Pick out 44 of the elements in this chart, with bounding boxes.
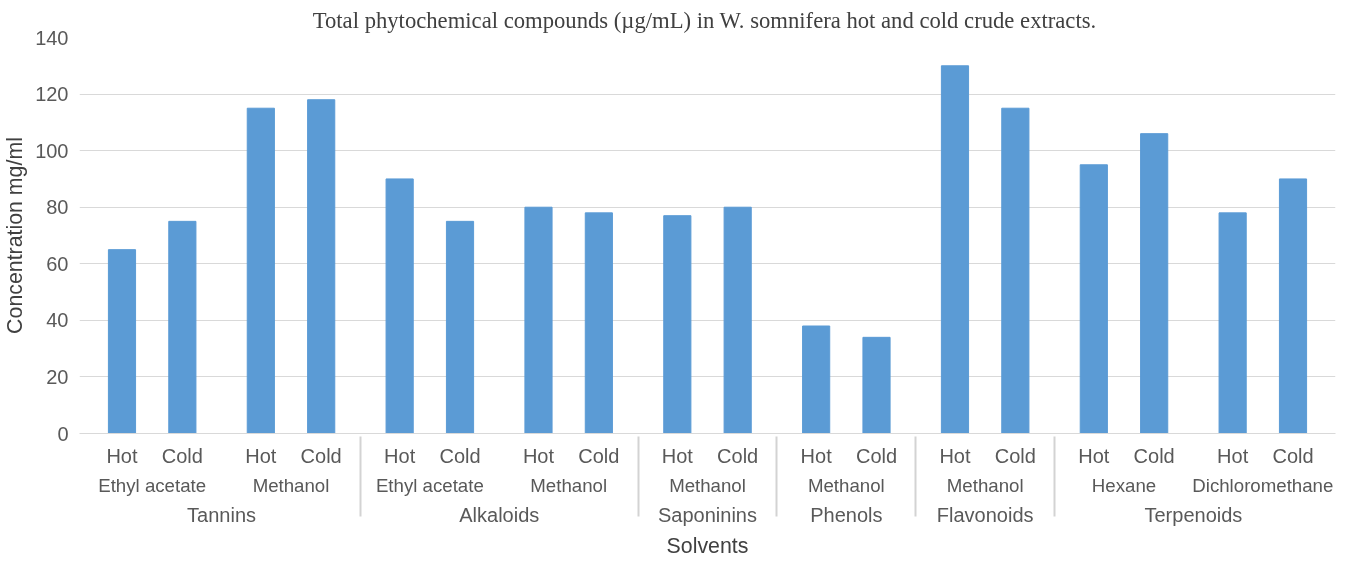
category-label: Cold [300, 444, 342, 467]
category-label: Methanol [807, 474, 885, 496]
category-label: Cold [1133, 444, 1175, 467]
y-tick-label: 0 [57, 422, 69, 445]
y-tick-label: 140 [35, 26, 69, 49]
category-label: Flavonoids [936, 503, 1034, 526]
y-tick-label: 20 [46, 365, 69, 388]
y-tick-label: 100 [35, 139, 69, 162]
category-label: Hot [1217, 444, 1249, 467]
category-label: Hot [245, 444, 277, 467]
category-label: Cold [717, 444, 759, 467]
category-label: Hot [939, 444, 971, 467]
category-label: Hot [106, 444, 138, 467]
category-label: Hot [384, 444, 416, 467]
chart-title: Total phytochemical compounds (µg/mL) in W. somnifera hot and cold crude extracts. [312, 7, 1097, 33]
category-label: Hot [800, 444, 832, 467]
category-label: Hexane [1091, 474, 1157, 496]
category-label: Cold [1272, 444, 1314, 467]
category-label: Cold [855, 444, 898, 467]
category-label: Hot [1078, 444, 1110, 467]
category-label: Methanol [252, 474, 330, 496]
y-axis-title: Concentration mg/ml [3, 137, 28, 334]
category-label: Tannins [187, 503, 257, 526]
category-label: Saponinins [658, 503, 757, 526]
category-label: Ethyl acetate [98, 474, 207, 496]
category-label: Hot [522, 444, 555, 467]
category-label: Cold [439, 444, 481, 467]
category-label: Terpenoids [1144, 503, 1243, 526]
x-axis-title: Solvents [666, 533, 749, 558]
y-tick-label: 80 [46, 196, 69, 219]
category-label: Hot [661, 444, 693, 467]
category-label: Dichloromethane [1192, 474, 1334, 496]
category-label: Cold [994, 444, 1036, 467]
y-tick-label: 60 [46, 252, 69, 275]
category-label: Cold [161, 444, 203, 467]
category-label: Methanol [946, 474, 1024, 496]
category-label: Phenols [810, 503, 883, 526]
category-label: Ethyl acetate [375, 474, 484, 496]
y-tick-label: 40 [46, 309, 69, 332]
y-tick-label: 120 [35, 83, 69, 106]
category-label: Methanol [530, 474, 608, 496]
category-label: Alkaloids [459, 503, 540, 526]
category-label: Cold [578, 444, 620, 467]
category-label: Methanol [669, 474, 746, 496]
